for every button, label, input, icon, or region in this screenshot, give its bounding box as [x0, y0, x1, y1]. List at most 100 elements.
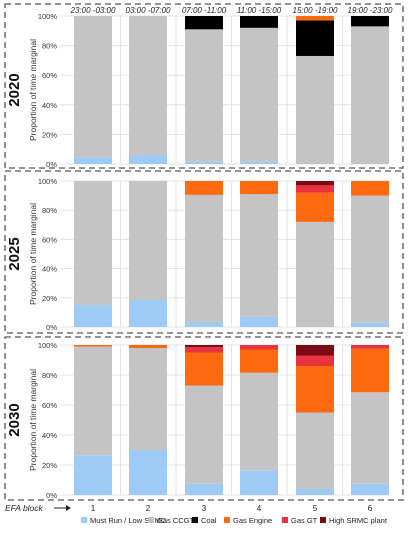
- bar-segment: [351, 322, 389, 327]
- bar-segment: [240, 161, 278, 164]
- bar-segment: [185, 161, 223, 164]
- panel-title: 2025: [6, 237, 23, 270]
- y-tick-label: 20%: [42, 461, 57, 470]
- bar-segment: [296, 489, 334, 495]
- y-tick-label: 80%: [42, 371, 57, 380]
- bar-segment: [74, 305, 112, 327]
- bar-segment: [129, 348, 167, 450]
- panel-title: 2030: [6, 403, 23, 436]
- y-tick-label: 40%: [42, 265, 57, 274]
- bar-segment: [240, 345, 278, 350]
- y-tick-label: 0%: [46, 160, 57, 169]
- block-time-label: 15:00 -19:00: [293, 6, 338, 15]
- bar-segment: [296, 221, 334, 327]
- block-time-label: 11:00 -15:00: [237, 6, 282, 15]
- bar-segment: [296, 181, 334, 186]
- y-axis-title: Proportion of time marginal: [28, 39, 38, 141]
- panel-frame: [4, 3, 404, 169]
- panel-frame: [4, 336, 404, 501]
- y-tick-label: 0%: [46, 323, 57, 332]
- bar-segment: [351, 392, 389, 484]
- y-tick-label: 20%: [42, 294, 57, 303]
- bar-segment: [351, 26, 389, 164]
- y-tick-label: 20%: [42, 130, 57, 139]
- bar-segment: [351, 16, 389, 27]
- bar-segment: [240, 181, 278, 195]
- bar-segment: [351, 181, 389, 196]
- y-axis-title: Proportion of time marginal: [28, 369, 38, 471]
- y-tick-label: 80%: [42, 42, 57, 51]
- x-tick-label: 4: [257, 504, 262, 513]
- bar-segment: [129, 155, 167, 164]
- y-tick-label: 100%: [38, 341, 58, 350]
- bar-segment: [74, 181, 112, 306]
- legend-swatch: [320, 517, 326, 523]
- legend-label: Gas GT: [291, 516, 318, 525]
- bar-segment: [351, 345, 389, 349]
- bar-segment: [240, 27, 278, 162]
- block-time-label: 07:00 -11:00: [182, 6, 227, 15]
- bar-segment: [74, 345, 112, 347]
- y-tick-label: 60%: [42, 401, 57, 410]
- legend-label: High SRMC plant: [329, 516, 388, 525]
- legend-swatch: [224, 517, 230, 523]
- bar-segment: [296, 366, 334, 413]
- y-tick-label: 80%: [42, 206, 57, 215]
- bar-segment: [185, 194, 223, 322]
- x-tick-label: 2: [146, 504, 151, 513]
- bar-segment: [296, 412, 334, 489]
- legend-swatch: [192, 517, 198, 523]
- bar-segment: [185, 16, 223, 30]
- legend-label: Gas Engine: [233, 516, 272, 525]
- bar-segment: [185, 181, 223, 195]
- bar-segment: [351, 195, 389, 323]
- bar-segment: [185, 385, 223, 484]
- x-axis-arrow-head: [66, 505, 71, 511]
- bar-segment: [129, 450, 167, 495]
- block-time-label: 03:00 -07:00: [126, 6, 171, 15]
- x-tick-label: 6: [368, 504, 373, 513]
- y-tick-label: 0%: [46, 491, 57, 500]
- bar-segment: [185, 29, 223, 162]
- legend-label: Gas CCGT: [157, 516, 195, 525]
- bar-segment: [185, 483, 223, 495]
- x-tick-label: 5: [313, 504, 318, 513]
- bar-segment: [185, 352, 223, 386]
- y-axis-title: Proportion of time marginal: [28, 203, 38, 305]
- bar-segment: [185, 347, 223, 353]
- bar-segment: [74, 346, 112, 456]
- legend-swatch: [81, 517, 87, 523]
- legend-label: Must Run / Low SRMC: [90, 516, 167, 525]
- bar-segment: [129, 299, 167, 327]
- y-tick-label: 100%: [38, 12, 58, 21]
- x-tick-label: 3: [202, 504, 207, 513]
- bar-segment: [351, 348, 389, 393]
- x-tick-label: 1: [91, 504, 96, 513]
- y-tick-label: 60%: [42, 71, 57, 80]
- bar-segment: [240, 316, 278, 327]
- bar-segment: [240, 349, 278, 373]
- x-axis-title: EFA block: [5, 503, 44, 513]
- panel-title: 2020: [6, 73, 23, 106]
- bar-segment: [74, 455, 112, 495]
- legend-swatch: [282, 517, 288, 523]
- legend-swatch: [148, 517, 154, 523]
- y-tick-label: 40%: [42, 101, 57, 110]
- bar-segment: [74, 157, 112, 164]
- bar-segment: [296, 355, 334, 366]
- block-time-label: 19:00 -23:00: [348, 6, 393, 15]
- bar-segment: [296, 20, 334, 56]
- bar-segment: [296, 16, 334, 21]
- bar-segment: [296, 345, 334, 356]
- bar-segment: [240, 372, 278, 471]
- legend-label: Coal: [201, 516, 217, 525]
- bar-segment: [74, 16, 112, 158]
- bar-segment: [185, 345, 223, 348]
- bar-segment: [129, 345, 167, 348]
- bar-segment: [296, 55, 334, 164]
- bar-segment: [129, 181, 167, 300]
- y-tick-label: 40%: [42, 431, 57, 440]
- bar-segment: [296, 185, 334, 193]
- bar-segment: [240, 16, 278, 28]
